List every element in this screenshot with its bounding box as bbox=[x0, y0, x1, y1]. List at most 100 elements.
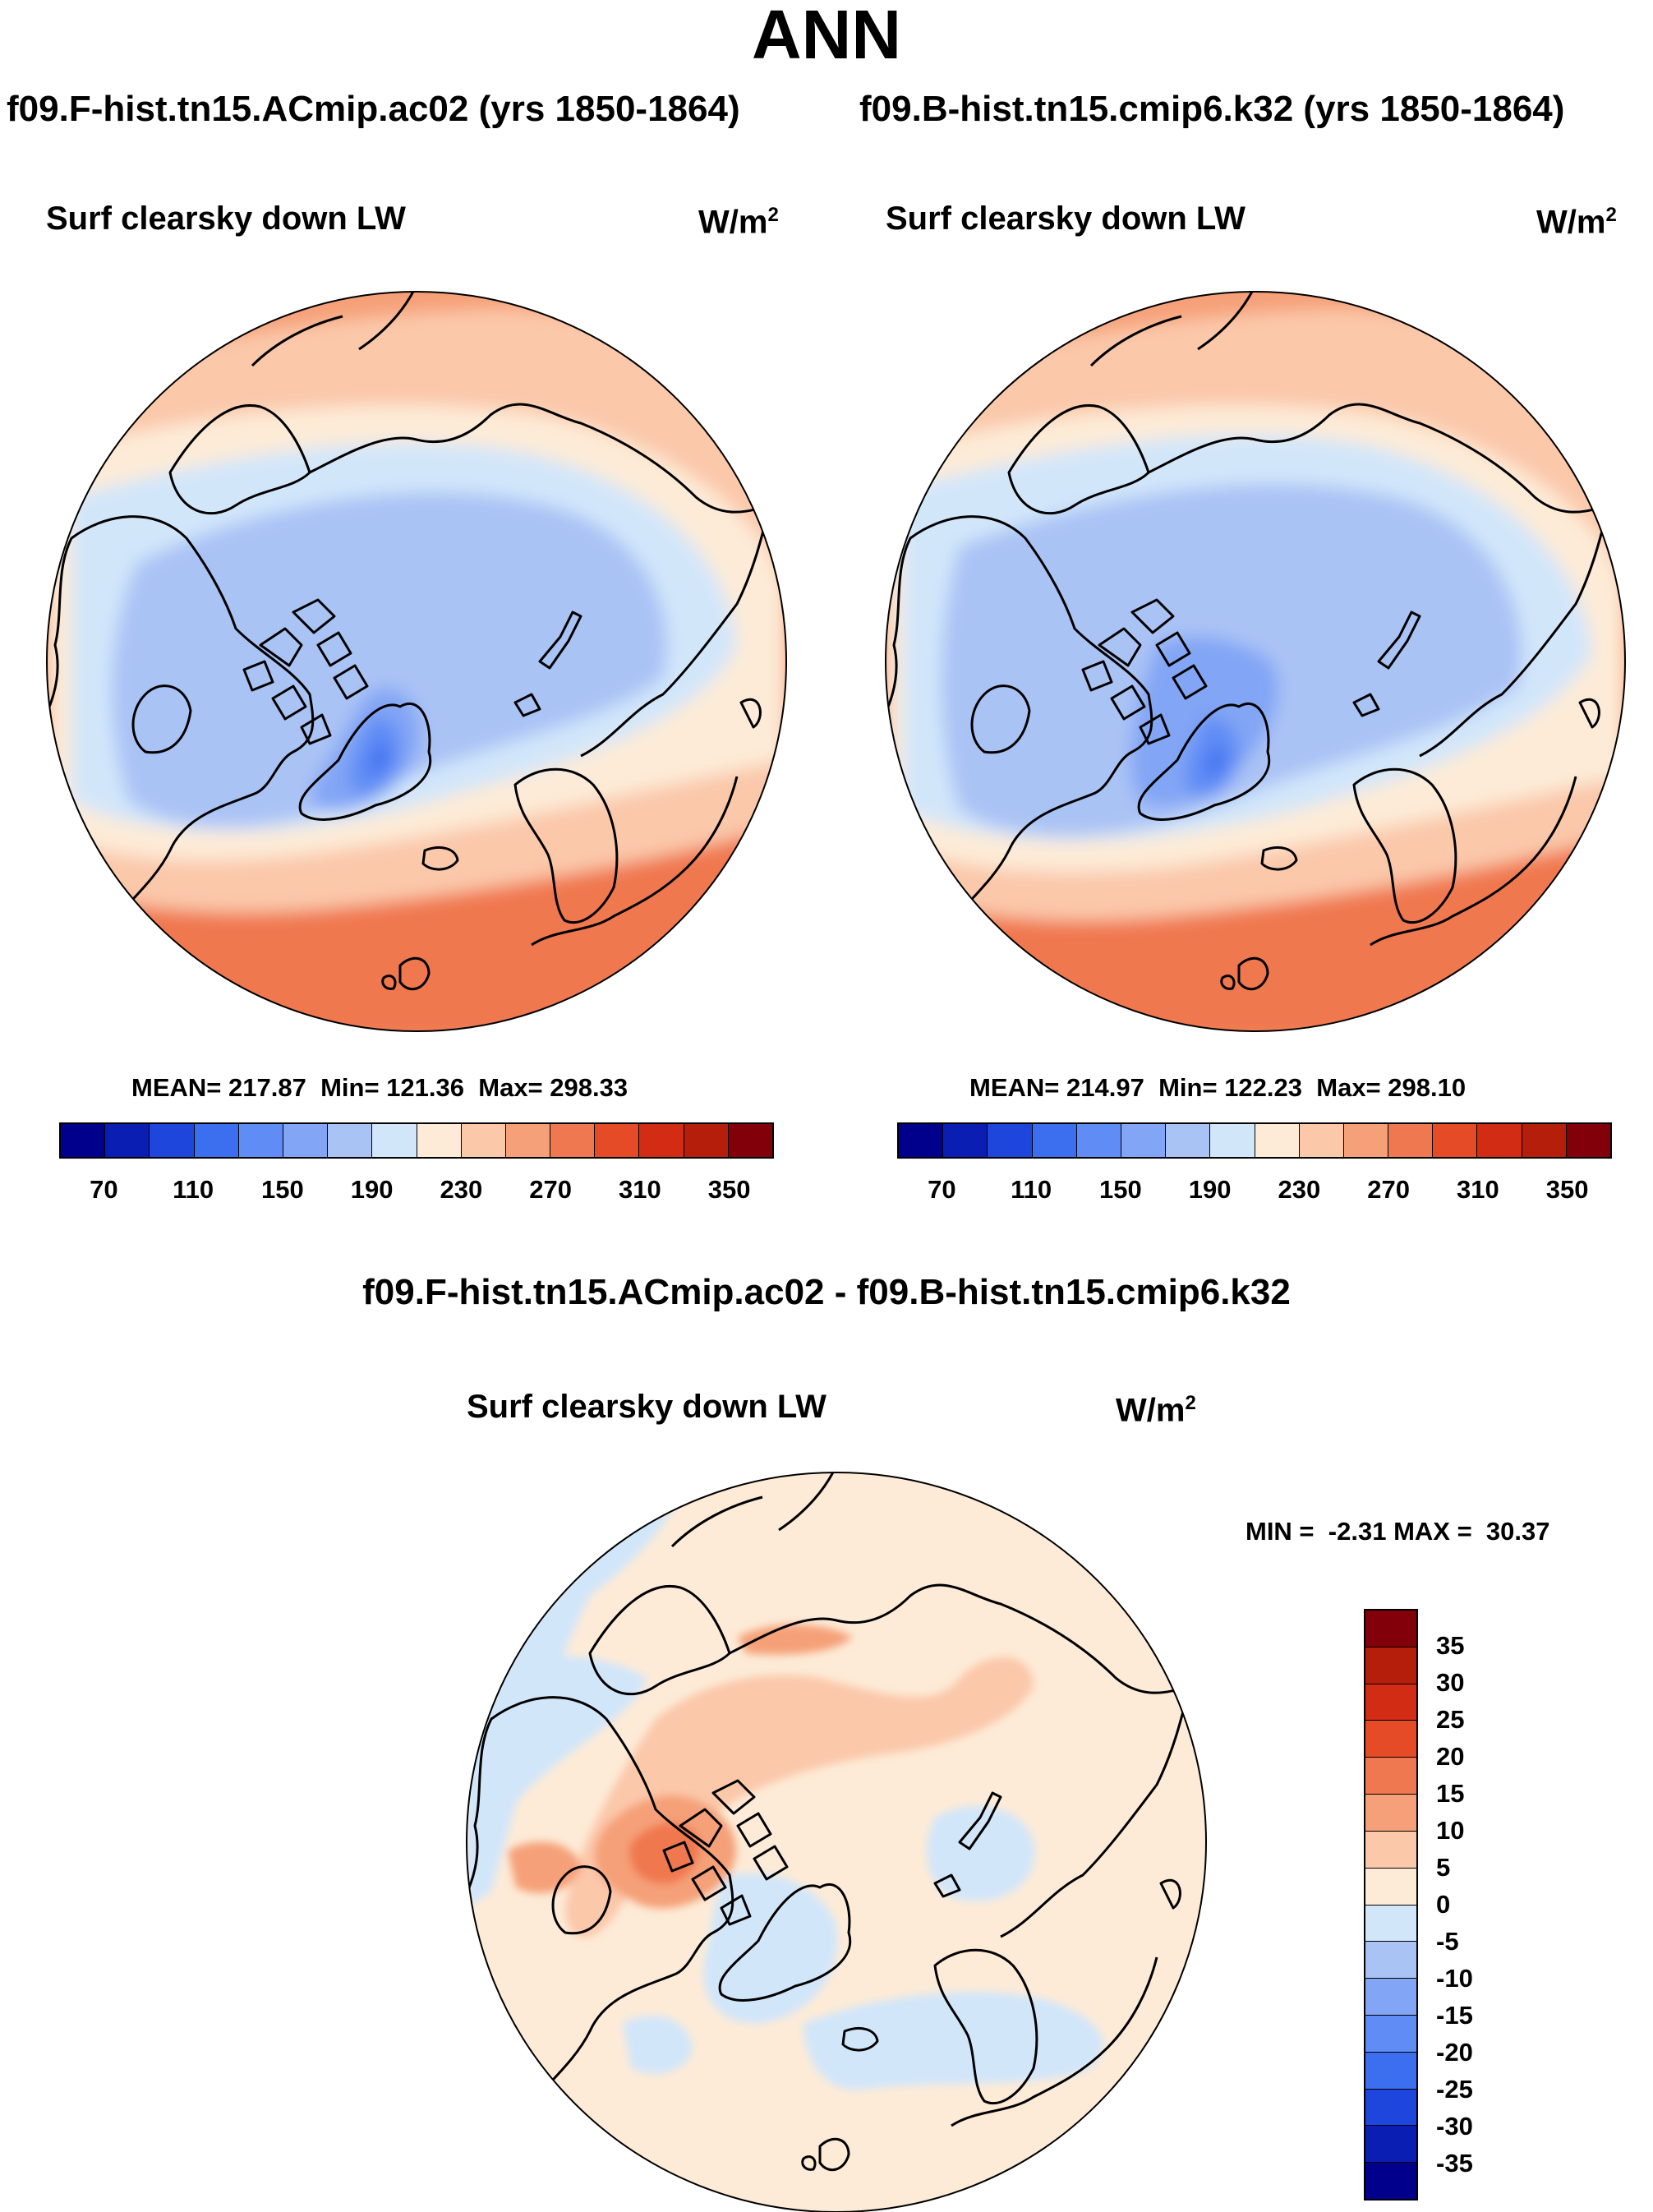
colorbar-tick-label: 230 bbox=[440, 1175, 483, 1204]
colorbar-swatch bbox=[1299, 1124, 1344, 1157]
colorbar-swatch bbox=[372, 1124, 417, 1157]
colorbar-swatch bbox=[550, 1124, 596, 1157]
colorbar-swatch bbox=[1433, 1124, 1478, 1157]
colorbar-swatch bbox=[1365, 1758, 1416, 1795]
difference-stats: MIN = -2.31 MAX = 30.37 bbox=[1246, 1517, 1550, 1546]
colorbar-swatch bbox=[1388, 1124, 1434, 1157]
colorbar-difference bbox=[1364, 1609, 1418, 2200]
colorbar-tick-label: -15 bbox=[1436, 2001, 1473, 2030]
colorbar-tick-label: 35 bbox=[1436, 1631, 1465, 1660]
colorbar-tick-label: 15 bbox=[1436, 1779, 1465, 1808]
colorbar-tick-label: 270 bbox=[529, 1175, 572, 1204]
colorbar-tick-label: 70 bbox=[90, 1175, 118, 1204]
colorbar-tick-label: 190 bbox=[350, 1175, 394, 1204]
colorbar-swatch bbox=[1522, 1124, 1567, 1157]
colorbar-swatch bbox=[1365, 1942, 1416, 1979]
colorbar-swatch bbox=[1365, 1979, 1416, 2016]
map-difference bbox=[466, 1472, 1207, 2212]
difference-title: f09.F-hist.tn15.ACmip.ac02 - f09.B-hist.… bbox=[362, 1272, 1291, 1312]
colorbar-swatch bbox=[105, 1124, 150, 1157]
colorbar-swatch bbox=[1365, 1831, 1416, 1869]
panel-2-variable-label: Surf clearsky down LW bbox=[886, 200, 1246, 237]
colorbar-panel-1 bbox=[59, 1122, 774, 1159]
panel-2-stats: MEAN= 214.97 Min= 122.23 Max= 298.10 bbox=[969, 1073, 1467, 1102]
colorbar-swatch bbox=[283, 1124, 329, 1157]
colorbar-swatch bbox=[943, 1124, 988, 1157]
colorbar-swatch bbox=[1365, 1905, 1416, 1942]
colorbar-tick-label: 150 bbox=[1099, 1175, 1142, 1204]
colorbar-swatch bbox=[1365, 2015, 1416, 2053]
colorbar-tick-label: 70 bbox=[928, 1175, 956, 1204]
colorbar-swatch bbox=[1477, 1124, 1522, 1157]
colorbar-swatch bbox=[1166, 1124, 1211, 1157]
colorbar-tick-label: 110 bbox=[1011, 1175, 1052, 1204]
colorbar-tick-label: 5 bbox=[1436, 1853, 1451, 1882]
colorbar-tick-label: -10 bbox=[1436, 1964, 1473, 1993]
colorbar-tick-label: 25 bbox=[1436, 1705, 1465, 1734]
colorbar-swatch bbox=[1566, 1124, 1610, 1157]
colorbar-swatch bbox=[1032, 1124, 1077, 1157]
colorbar-panel-2 bbox=[897, 1122, 1612, 1159]
colorbar-swatch bbox=[1121, 1124, 1167, 1157]
colorbar-swatch bbox=[417, 1124, 462, 1157]
panel-2-units: W/m2 bbox=[1536, 204, 1617, 241]
colorbar-swatch bbox=[728, 1124, 772, 1157]
map-panel-2 bbox=[885, 291, 1626, 1032]
colorbar-swatch bbox=[1365, 1611, 1416, 1647]
colorbar-tick-label: -5 bbox=[1436, 1927, 1459, 1956]
colorbar-tick-label: 20 bbox=[1436, 1742, 1465, 1771]
colorbar-tick-label: 310 bbox=[1457, 1175, 1499, 1204]
panel-1-units: W/m2 bbox=[698, 204, 779, 241]
panel-2-model-title: f09.B-hist.tn15.cmip6.k32 (yrs 1850-1864… bbox=[859, 89, 1565, 129]
colorbar-swatch bbox=[238, 1124, 283, 1157]
colorbar-swatch bbox=[639, 1124, 684, 1157]
colorbar-tick-label: -20 bbox=[1436, 2038, 1473, 2067]
panel-1-variable-label: Surf clearsky down LW bbox=[46, 200, 406, 237]
colorbar-tick-label: 350 bbox=[707, 1175, 751, 1204]
colorbar-swatch bbox=[1365, 1721, 1416, 1758]
colorbar-tick-label: 0 bbox=[1436, 1890, 1451, 1919]
colorbar-tick-label: -35 bbox=[1436, 2149, 1473, 2177]
colorbar-swatch bbox=[1365, 2163, 1416, 2199]
colorbar-tick-label: 110 bbox=[173, 1175, 214, 1204]
colorbar-tick-label: 30 bbox=[1436, 1668, 1465, 1697]
colorbar-tick-label: 310 bbox=[619, 1175, 661, 1204]
difference-variable-label: Surf clearsky down LW bbox=[467, 1389, 826, 1425]
colorbar-tick-label: 190 bbox=[1188, 1175, 1232, 1204]
colorbar-swatch bbox=[461, 1124, 506, 1157]
panel-1-stats: MEAN= 217.87 Min= 121.36 Max= 298.33 bbox=[131, 1073, 629, 1102]
colorbar-swatch bbox=[595, 1124, 640, 1157]
difference-units: W/m2 bbox=[1116, 1392, 1196, 1429]
colorbar-swatch bbox=[1343, 1124, 1389, 1157]
colorbar-swatch bbox=[150, 1124, 195, 1157]
colorbar-swatch bbox=[1365, 1795, 1416, 1832]
colorbar-tick-label: 350 bbox=[1545, 1175, 1589, 1204]
colorbar-swatch bbox=[1365, 1868, 1416, 1906]
colorbar-swatch bbox=[684, 1124, 729, 1157]
colorbar-tick-label: 270 bbox=[1367, 1175, 1410, 1204]
colorbar-tick-label: 150 bbox=[261, 1175, 304, 1204]
colorbar-swatch bbox=[1210, 1124, 1255, 1157]
colorbar-tick-label: 230 bbox=[1278, 1175, 1321, 1204]
colorbar-swatch bbox=[988, 1124, 1033, 1157]
colorbar-swatch bbox=[1076, 1124, 1121, 1157]
panel-1-model-title: f09.F-hist.tn15.ACmip.ac02 (yrs 1850-186… bbox=[7, 89, 740, 129]
colorbar-swatch bbox=[1365, 1684, 1416, 1721]
colorbar-tick-label: -25 bbox=[1436, 2075, 1473, 2104]
colorbar-swatch bbox=[194, 1124, 239, 1157]
page-title: ANN bbox=[752, 0, 901, 73]
colorbar-swatch bbox=[1365, 2126, 1416, 2164]
colorbar-panel-1-ticks: 70 110 150 190 230 270 310 350 bbox=[59, 1175, 774, 1208]
colorbar-swatch bbox=[328, 1124, 373, 1157]
colorbar-swatch bbox=[1365, 2089, 1416, 2127]
colorbar-difference-ticks: 35 30 25 20 15 10 5 0 -5 -10 -15 -20 -25 -30 -35 bbox=[1436, 1609, 1535, 2200]
colorbar-swatch bbox=[1365, 1647, 1416, 1684]
colorbar-swatch bbox=[505, 1124, 551, 1157]
map-panel-1 bbox=[46, 291, 787, 1032]
colorbar-swatch bbox=[899, 1124, 944, 1157]
colorbar-panel-2-ticks: 70 110 150 190 230 270 310 350 bbox=[897, 1175, 1612, 1208]
colorbar-swatch bbox=[61, 1124, 106, 1157]
colorbar-swatch bbox=[1365, 2052, 1416, 2090]
colorbar-tick-label: 10 bbox=[1436, 1816, 1465, 1845]
colorbar-swatch bbox=[1255, 1124, 1300, 1157]
